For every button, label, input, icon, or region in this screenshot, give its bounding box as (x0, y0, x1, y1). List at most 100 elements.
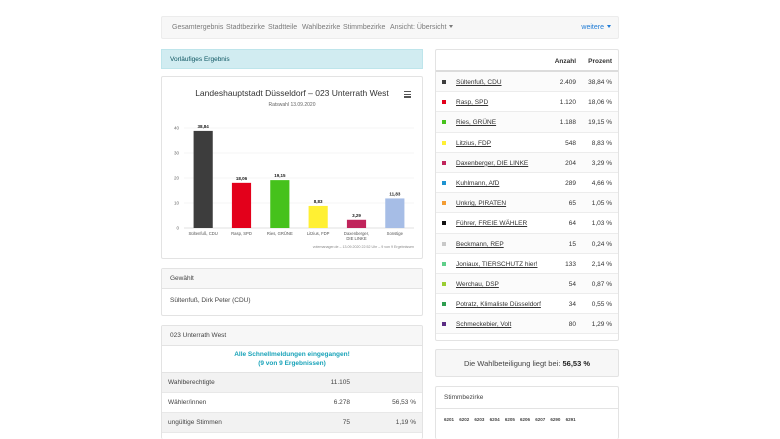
party-votes: 80 (568, 321, 576, 329)
party-link[interactable]: Joniaux, TIERSCHUTZ hier! (456, 260, 538, 268)
result-row: Sültenfuß, CDU 2.409 38,84 % (436, 72, 618, 93)
chart-footnote: votemanager.de – 13.09.2020 22:52 Uhr – … (313, 245, 414, 249)
party-color-swatch (442, 281, 446, 286)
party-link[interactable]: Kuhlmann, AfD (456, 179, 500, 187)
x-tick-label: Daxenberger, (344, 231, 369, 236)
precinct-link[interactable]: 6207 (535, 417, 546, 422)
y-tick-label: 10 (174, 201, 180, 206)
party-color-swatch (442, 261, 446, 266)
nav-wahlbezirke[interactable]: Wahlbezirke (302, 24, 341, 31)
party-percent: 18,06 % (588, 99, 612, 107)
x-tick-label: DIE LINKE (346, 236, 366, 241)
bar-data-label: 18,06 (236, 176, 248, 181)
party-color-swatch (442, 241, 446, 246)
party-link[interactable]: Ries, GRÜNE (456, 119, 497, 127)
result-row: Beckmann, REP 15 0,24 % (436, 233, 618, 254)
party-color-swatch (442, 302, 446, 307)
chart-bar (270, 180, 290, 228)
column-header-prozent: Prozent (588, 58, 612, 65)
nav-stadtbezirke[interactable]: Stadtbezirke (226, 24, 265, 31)
party-votes: 64 (568, 220, 576, 228)
nav-stimmbezirke[interactable]: Stimmbezirke (343, 24, 386, 31)
party-percent: 19,15 % (588, 119, 612, 127)
bar-data-label: 8,83 (314, 199, 323, 204)
party-link[interactable]: Beckmann, REP (456, 240, 504, 248)
party-color-swatch (442, 221, 446, 226)
party-link[interactable]: Rasp, SPD (456, 99, 489, 107)
party-percent: 0,55 % (591, 301, 612, 309)
bar-chart: 0 10 20 30 40 38,84 Sültenfuß, CDU 18,06 Rasp, S… (174, 124, 414, 249)
results-table: Anzahl Prozent Sültenfuß, CDU 2.409 38,84 … (435, 49, 619, 341)
result-row: Führer, FREIE WÄHLER 64 1,03 % (436, 213, 618, 234)
nav-gesamtergebnis[interactable]: Gesamtergebnis (172, 24, 224, 31)
precinct-link[interactable]: 6205 (504, 417, 515, 422)
stats-label: Wähler/innen (168, 399, 207, 406)
nav-ansicht-label: Ansicht: Übersicht (390, 24, 447, 31)
preliminary-result-banner: Vorläufiges Ergebnis (161, 49, 423, 69)
party-color-swatch (442, 80, 446, 84)
precinct-link[interactable]: 6291 (565, 417, 576, 422)
result-row: Rasp, SPD 1.120 18,06 % (436, 92, 618, 113)
bar-data-label: 19,15 (274, 173, 286, 178)
party-percent: 1,29 % (591, 321, 612, 329)
party-votes: 289 (565, 179, 576, 187)
precinct-link[interactable]: 6201 (444, 417, 455, 422)
party-percent: 1,03 % (591, 220, 612, 228)
y-tick-label: 0 (176, 226, 179, 231)
party-color-swatch (442, 160, 446, 165)
party-color-swatch (442, 100, 446, 105)
stats-row: Wähler/innen 6.278 56,53 % (162, 393, 422, 413)
chart-bar (385, 198, 405, 228)
party-link[interactable]: Litzius, FDP (456, 139, 492, 147)
turnout-text: Die Wahlbeteiligung liegt bei: (463, 359, 561, 368)
nav-weitere-dropdown[interactable]: weitere (581, 24, 611, 31)
party-link[interactable]: Unkrig, PIRATEN (456, 200, 507, 208)
party-link[interactable]: Schmeckebier, Volt (456, 321, 512, 329)
party-color-swatch (442, 322, 446, 327)
party-votes: 34 (568, 301, 576, 309)
party-percent: 1,05 % (591, 200, 612, 208)
results-table-header: Anzahl Prozent (436, 50, 618, 72)
result-row: Schmeckebier, Volt 80 1,29 % (436, 314, 618, 335)
result-row: Kuhlmann, AfD 289 4,66 % (436, 173, 618, 194)
x-tick-label: Sültenfuß, CDU (189, 231, 218, 236)
chart-bar (193, 130, 213, 228)
precinct-link[interactable]: 6202 (459, 417, 470, 422)
x-tick-label: Ries, GRÜNE (267, 231, 293, 236)
stats-value: 75 (342, 419, 350, 426)
precinct-link[interactable]: 6290 (550, 417, 561, 422)
party-link[interactable]: Führer, FREIE WÄHLER (456, 220, 528, 228)
stats-percent: 1,19 % (395, 419, 416, 426)
voting-precincts-list: 6201 6202 6203 6204 6205 6206 6207 6290 6291 (436, 409, 618, 430)
party-color-swatch (442, 140, 446, 145)
party-link[interactable]: Werchau, DSP (456, 280, 499, 288)
x-tick-label: Litzius, FDP (307, 231, 330, 236)
nav-stadtteile[interactable]: Stadtteile (268, 24, 298, 31)
x-tick-label: Sonstige (387, 231, 404, 236)
stats-percent: 56,53 % (392, 399, 416, 406)
party-percent: 0,87 % (591, 280, 612, 288)
party-votes: 15 (568, 240, 576, 248)
party-votes: 133 (565, 260, 576, 268)
chart-menu-icon[interactable] (404, 91, 411, 99)
precinct-link[interactable]: 6204 (489, 417, 500, 422)
result-row: Ries, GRÜNE 1.188 19,15 % (436, 112, 618, 133)
party-votes: 2.409 (559, 79, 576, 86)
notice-line-1: Alle Schnellmeldungen eingegangen! (234, 351, 350, 358)
party-color-swatch (442, 201, 446, 206)
party-link[interactable]: Potratz, Klimaliste Düsseldorf (456, 301, 541, 309)
stats-value: 11.105 (330, 379, 350, 386)
party-percent: 38,84 % (588, 79, 612, 86)
precinct-link[interactable]: 6203 (474, 417, 485, 422)
nav-ansicht-dropdown[interactable]: Ansicht: Übersicht (390, 24, 454, 31)
party-color-swatch (442, 180, 446, 185)
stats-row: Wahlberechtigte 11.105 (162, 373, 422, 393)
chart-bar (346, 219, 367, 228)
party-link[interactable]: Sültenfuß, CDU (456, 79, 502, 86)
party-votes: 65 (568, 200, 576, 208)
precinct-link[interactable]: 6206 (520, 417, 531, 422)
chart-title: Landeshauptstadt Düsseldorf – 023 Unterr… (195, 88, 389, 98)
party-link[interactable]: Daxenberger, DIE LINKE (456, 159, 529, 167)
column-header-anzahl: Anzahl (554, 58, 576, 65)
chart-bar (308, 205, 328, 228)
